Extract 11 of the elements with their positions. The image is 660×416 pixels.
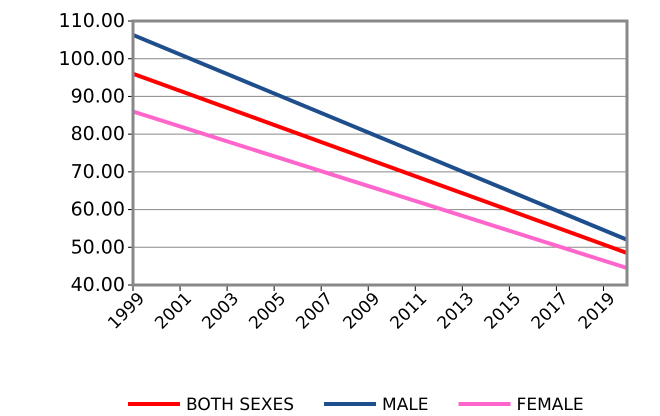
y-tick-label: 100.00	[58, 48, 125, 70]
y-tick-label: 80.00	[70, 123, 125, 146]
y-tick-label: 40.00	[70, 274, 125, 296]
legend-label: BOTH SEXES	[186, 395, 294, 415]
y-tick-label: 110.00	[58, 10, 125, 32]
y-tick-label: 60.00	[70, 198, 125, 221]
y-tick-label: 90.00	[70, 86, 125, 108]
y-tick-label: 70.00	[70, 160, 125, 183]
legend-label: MALE	[382, 395, 429, 415]
legend-label: FEMALE	[516, 395, 584, 415]
y-tick-label: 50.00	[70, 236, 125, 258]
